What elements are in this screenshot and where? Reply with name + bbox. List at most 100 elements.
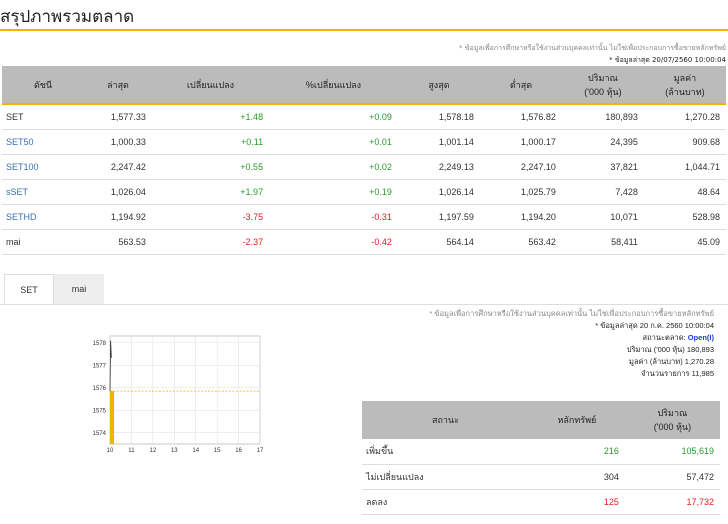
market-cell-last: 1,194.92 (84, 204, 152, 230)
chart-x-tick-label: 10 (107, 448, 114, 454)
market-row: SETHD 1,194.92 -3.75 -0.31 1,197.59 1,194.20 1… (2, 204, 726, 230)
status-cell-label: ลดลง (362, 489, 529, 515)
market-cell-value: 1,044.71 (643, 154, 726, 180)
status-cell-label: ไม่เปลี่ยนแปลง (362, 464, 529, 490)
market-cell-value: 1,270.28 (643, 104, 726, 130)
status-row: เพิ่มขึ้น 216 105,619 (362, 439, 720, 465)
status-col-header: หลักทรัพย์ (528, 401, 625, 439)
panel-updated: * ข้อมูลล่าสุด 20 ก.ค. 2560 10:00:04 (595, 321, 714, 330)
page-title: สรุปภาพรวมตลาด (0, 7, 135, 26)
market-cell-name[interactable]: sSET (2, 179, 84, 205)
tab-mai[interactable]: mai (54, 274, 104, 304)
chart-x-tick-label: 11 (128, 448, 135, 454)
market-cell-high: 1,578.18 (397, 104, 480, 130)
advance-decline-table: สถานะ หลักทรัพย์ ปริมาณ ('000 หุ้น) เพิ่มข… (362, 401, 720, 515)
market-cell-high: 1,197.59 (397, 204, 480, 230)
chart-x-tick-label: 17 (257, 448, 264, 454)
chart-x-tick-label: 15 (214, 448, 221, 454)
market-cell-low: 1,000.17 (479, 129, 562, 155)
chart-x-tick-label: 14 (192, 448, 199, 454)
panel-disclaimer: * ข้อมูลเพื่อการศึกษาหรือใช้งานส่วนบุคคล… (429, 309, 714, 318)
market-col-header: %เปลี่ยนแปลง (269, 66, 398, 105)
market-row: mai 563.53 -2.37 -0.42 564.14 563.42 58,411 45.… (2, 229, 726, 255)
chart-y-tick-label: 1574 (93, 431, 107, 437)
status-cell-volume: 57,472 (624, 464, 720, 490)
status-row: ไม่เปลี่ยนแปลง 304 57,472 (362, 464, 720, 490)
market-cell-pct: -0.42 (269, 229, 398, 255)
top-updated: * ข้อมูลล่าสุด 20/07/2560 10:00:04 (609, 56, 726, 64)
tabs-divider (0, 304, 728, 305)
chart-y-tick-label: 1576 (93, 386, 107, 392)
chart-x-tick-label: 13 (171, 448, 178, 454)
market-cell-low: 1,576.82 (479, 104, 562, 130)
chart-x-tick-label: 16 (235, 448, 242, 454)
chart-y-tick-label: 1575 (93, 408, 107, 414)
market-cell-low: 2,247.10 (479, 154, 562, 180)
panel-volume: ปริมาณ ('000 หุ้น) 180,893 (626, 345, 714, 354)
status-cell-volume: 105,619 (624, 439, 720, 465)
market-row: SET100 2,247.42 +0.55 +0.02 2,249.13 2,247.10… (2, 154, 726, 180)
market-cell-high: 1,001.14 (397, 129, 480, 155)
market-col-header: ปริมาณ ('000 หุ้น) (561, 66, 644, 105)
market-cell-name[interactable]: SET50 (2, 129, 84, 155)
status-cell-count: 125 (528, 489, 625, 515)
market-cell-volume: 37,821 (561, 154, 644, 180)
chart-x-tick-label: 12 (150, 448, 157, 454)
market-cell-low: 1,025.79 (479, 179, 562, 205)
index-tabs: SET mai (4, 274, 104, 304)
panel-trades: จำนวนรายการ 11,985 (641, 369, 714, 378)
market-info-panel: * ข้อมูลเพื่อการศึกษาหรือใช้งานส่วนบุคคล… (364, 308, 714, 380)
market-cell-pct: +0.19 (269, 179, 398, 205)
title-divider (0, 29, 728, 31)
market-cell-volume: 7,428 (561, 179, 644, 205)
market-cell-last: 1,577.33 (84, 104, 152, 130)
market-row: sSET 1,026.04 +1.97 +0.19 1,026.14 1,025.79 7,… (2, 179, 726, 205)
market-cell-change: +1.97 (151, 179, 270, 205)
market-cell-volume: 58,411 (561, 229, 644, 255)
market-cell-pct: +0.09 (269, 104, 398, 130)
status-cell-volume: 17,732 (624, 489, 720, 515)
market-cell-name: mai (2, 229, 84, 255)
market-cell-change: +1.48 (151, 104, 270, 130)
status-cell-count: 216 (528, 439, 625, 465)
status-cell-label: เพิ่มขึ้น (362, 439, 529, 465)
market-cell-name[interactable]: SET100 (2, 154, 84, 180)
market-cell-value: 48.64 (643, 179, 726, 205)
status-row: ลดลง 125 17,732 (362, 489, 720, 515)
market-status-label: สถานะตลาด: (642, 333, 686, 342)
market-cell-change: +0.55 (151, 154, 270, 180)
market-col-header: ดัชนี (2, 66, 84, 105)
market-cell-volume: 180,893 (561, 104, 644, 130)
market-table-header: ดัชนี ล่าสุด เปลี่ยนแปลง %เปลี่ยนแปลง สูงสุด… (2, 66, 726, 105)
market-cell-change: -2.37 (151, 229, 270, 255)
market-cell-name: SET (2, 104, 84, 130)
market-cell-change: -3.75 (151, 204, 270, 230)
market-cell-high: 1,026.14 (397, 179, 480, 205)
market-cell-last: 2,247.42 (84, 154, 152, 180)
chart-y-tick-label: 1578 (93, 341, 107, 347)
market-cell-pct: +0.02 (269, 154, 398, 180)
market-cell-last: 1,026.04 (84, 179, 152, 205)
chart-y-tick-label: 1577 (93, 363, 107, 369)
status-col-header: ปริมาณ ('000 หุ้น) (624, 401, 720, 439)
market-status-value: Open(I) (687, 333, 714, 342)
market-cell-low: 1,194.20 (479, 204, 562, 230)
market-cell-volume: 24,395 (561, 129, 644, 155)
status-col-header: สถานะ (362, 401, 529, 439)
chart-volume-bar (110, 391, 114, 444)
market-col-header: สูงสุด (397, 66, 480, 105)
market-cell-value: 909.68 (643, 129, 726, 155)
tab-set[interactable]: SET (4, 274, 54, 304)
market-cell-high: 564.14 (397, 229, 480, 255)
market-cell-name[interactable]: SETHD (2, 204, 84, 230)
market-cell-change: +0.11 (151, 129, 270, 155)
chart-index-line (109, 340, 113, 392)
intraday-index-chart: 1578 1577 1576 1575 1574 10 11 12 13 14 15 16 17 (93, 335, 264, 454)
market-cell-pct: +0.01 (269, 129, 398, 155)
market-cell-last: 1,000.33 (84, 129, 152, 155)
market-col-header: เปลี่ยนแปลง (151, 66, 270, 105)
market-row: SET50 1,000.33 +0.11 +0.01 1,001.14 1,000.17 2… (2, 129, 726, 155)
market-row: SET 1,577.33 +1.48 +0.09 1,578.18 1,576.82 180… (2, 104, 726, 130)
market-cell-volume: 10,071 (561, 204, 644, 230)
status-table-header: สถานะ หลักทรัพย์ ปริมาณ ('000 หุ้น) (362, 401, 720, 439)
